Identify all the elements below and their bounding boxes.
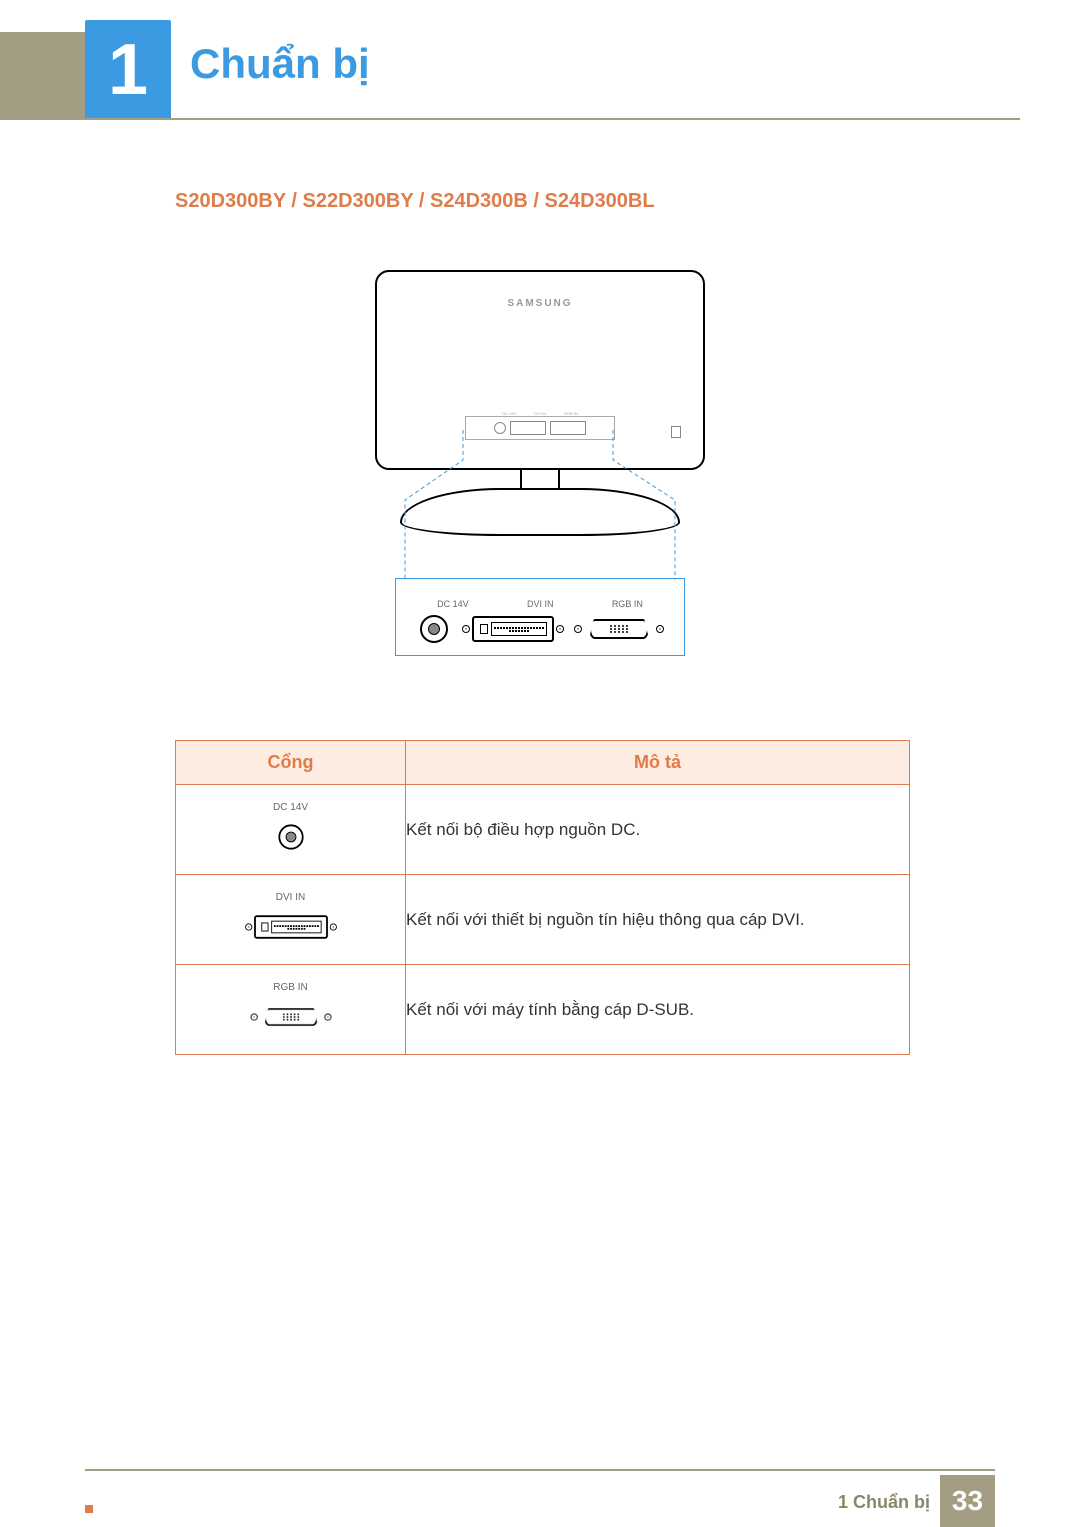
- footer-dot-icon: [85, 1505, 93, 1513]
- dc-jack-icon: [420, 615, 448, 643]
- row-rgb-desc: Kết nối với máy tính bằng cáp D-SUB.: [406, 965, 910, 1055]
- detail-dc-label: DC 14V: [437, 599, 469, 609]
- detail-labels-row: DC 14V DVI IN RGB IN: [408, 599, 672, 609]
- vga-port-icon: [254, 1005, 328, 1028]
- dc-jack-icon: [278, 824, 303, 849]
- model-subtitle: S20D300BY / S22D300BY / S24D300B / S24D3…: [175, 190, 655, 213]
- row-dvi-label: DVI IN: [176, 892, 405, 903]
- page: 1 Chuẩn bị S20D300BY / S22D300BY / S24D3…: [0, 0, 1080, 1527]
- detail-ports-row: [408, 615, 672, 643]
- row-dc-desc: Kết nối bộ điều hợp nguồn DC.: [406, 785, 910, 875]
- page-number: 33: [940, 1475, 995, 1527]
- ports-table: Cổng Mô tả DC 14V Kết nối bộ điều hợp ng…: [175, 740, 910, 1055]
- table-row: DVI IN Kết nối với thiết bị nguồn tín hi…: [176, 875, 910, 965]
- dvi-port-icon: [254, 915, 328, 938]
- table-row: DC 14V Kết nối bộ điều hợp nguồn DC.: [176, 785, 910, 875]
- vga-port-icon: [578, 616, 660, 642]
- brand-label: SAMSUNG: [377, 298, 703, 309]
- detail-rgb-label: RGB IN: [612, 599, 643, 609]
- chapter-number-box: 1: [85, 20, 171, 120]
- row-dc-label: DC 14V: [176, 802, 405, 813]
- stand-base: [400, 488, 680, 536]
- stand-neck: [520, 468, 560, 488]
- port-panel-inset: [465, 416, 615, 440]
- footer-rule: [85, 1469, 995, 1471]
- th-desc: Mô tả: [406, 741, 910, 785]
- header-rule: [0, 118, 1020, 120]
- mini-vga-icon: [550, 421, 586, 435]
- mini-dvi-icon: [510, 421, 546, 435]
- detail-dvi-label: DVI IN: [527, 599, 554, 609]
- row-dvi-desc: Kết nối với thiết bị nguồn tín hiệu thôn…: [406, 875, 910, 965]
- monitor-diagram: SAMSUNG DC 14V DVI IN RGB IN DC 14V DVI …: [365, 270, 715, 656]
- dvi-port-icon: [472, 616, 554, 642]
- table-row: RGB IN Kết nối với máy tính bằng cáp D-S…: [176, 965, 910, 1055]
- row-rgb-label: RGB IN: [176, 982, 405, 993]
- port-detail-box: DC 14V DVI IN RGB IN: [395, 578, 685, 656]
- mini-dc-icon: [494, 422, 506, 434]
- monitor-frame: SAMSUNG DC 14V DVI IN RGB IN: [375, 270, 705, 470]
- th-port: Cổng: [176, 741, 406, 785]
- footer-text: 1 Chuẩn bị: [838, 1492, 930, 1513]
- kensington-lock-icon: [671, 426, 681, 438]
- header-band: [0, 32, 85, 118]
- chapter-title: Chuẩn bị: [190, 40, 370, 88]
- footer: 1 Chuẩn bị 33: [0, 1469, 1080, 1527]
